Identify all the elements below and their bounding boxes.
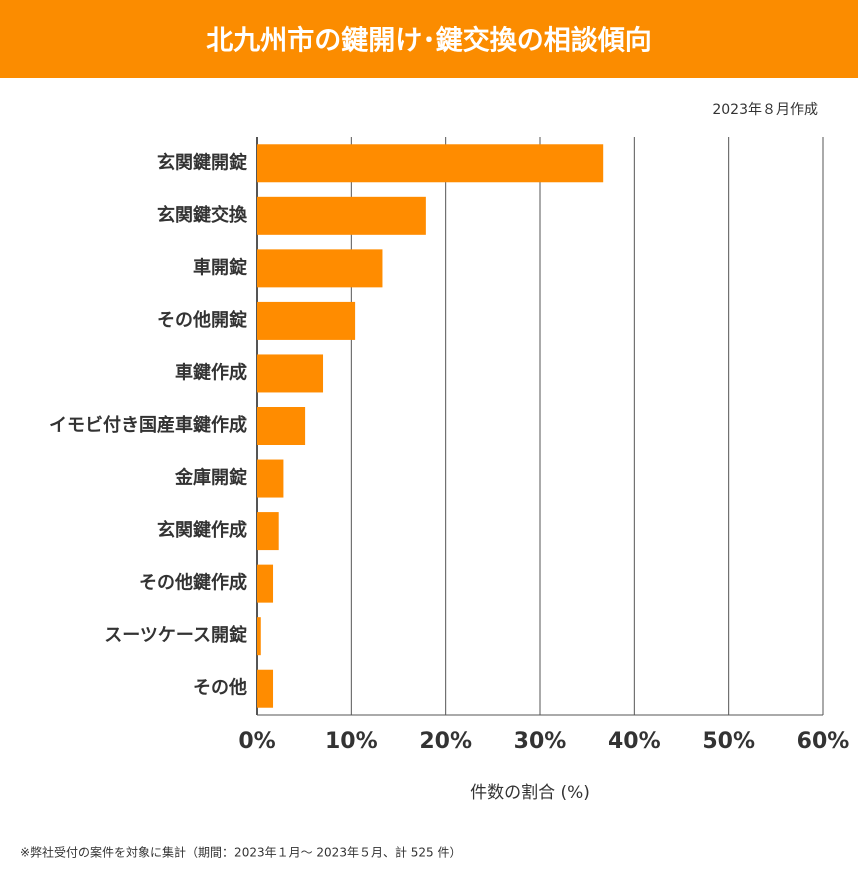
- y-tick-label: 金庫開錠: [174, 467, 247, 489]
- y-tick-label: 玄関鍵開錠: [157, 151, 247, 173]
- bar: [257, 512, 279, 551]
- x-tick-label: 10%: [325, 729, 378, 754]
- footnote: ※弊社受付の案件を対象に集計（期間：2023年１月～ 2023年５月、計 525…: [20, 845, 461, 860]
- bar: [257, 196, 426, 235]
- x-tick-label: 0%: [238, 729, 275, 754]
- y-tick-label: 玄関鍵交換: [157, 204, 248, 226]
- x-tick-label: 50%: [702, 729, 755, 754]
- subtitle: 2023年８月作成: [712, 102, 818, 118]
- y-tick-label: イモビ付き国産車鍵作成: [49, 414, 247, 436]
- y-tick-label: その他鍵作成: [139, 572, 247, 594]
- x-tick-label: 20%: [419, 729, 472, 754]
- x-tick-label: 30%: [514, 729, 567, 754]
- x-axis-label: 件数の割合 (%): [470, 783, 590, 803]
- bar: [257, 354, 324, 393]
- bar: [257, 617, 261, 656]
- y-tick-label: 車鍵作成: [175, 361, 247, 383]
- y-tick-label: その他開錠: [157, 309, 247, 331]
- x-tick-label: 40%: [608, 729, 661, 754]
- y-tick-label: 玄関鍵作成: [157, 519, 247, 541]
- bar: [257, 459, 284, 498]
- y-tick-label: スーツケース開錠: [104, 624, 247, 646]
- y-tick-label: その他: [193, 677, 247, 699]
- chart-title: 北九州市の鍵開け･鍵交換の相談傾向: [206, 25, 652, 57]
- y-tick-label: 車開錠: [193, 256, 247, 278]
- bar: [257, 144, 604, 183]
- title-banner: [0, 0, 858, 78]
- bar: [257, 407, 306, 445]
- bar: [257, 564, 274, 603]
- x-tick-label: 60%: [797, 729, 850, 754]
- bar: [257, 301, 356, 340]
- bar: [257, 669, 274, 708]
- bar: [257, 249, 383, 288]
